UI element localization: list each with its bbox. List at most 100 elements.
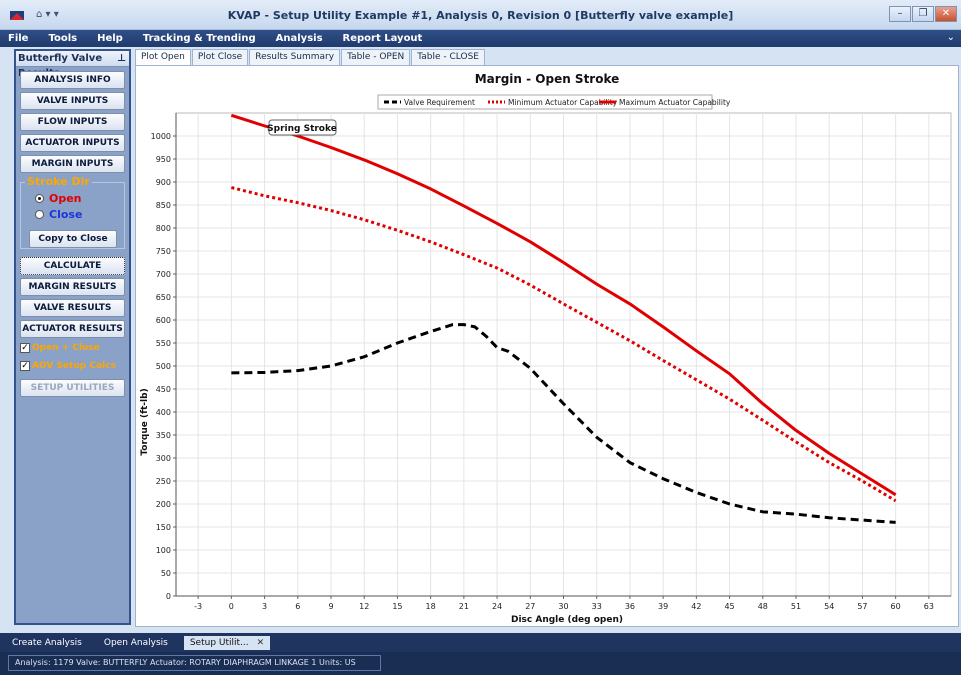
- x-tick-label: 60: [891, 602, 901, 611]
- legend-label: Valve Requirement: [404, 98, 475, 107]
- tab-plot-close[interactable]: Plot Close: [191, 49, 249, 65]
- y-tick-label: 400: [156, 408, 171, 417]
- x-tick-label: 12: [359, 602, 369, 611]
- margin-chart: -3 0 3 6 9 12 15 18 21 24 27 30 33 36 39 42 45 48 51 54 57 60…: [140, 72, 952, 625]
- quick-access-toolbar[interactable]: ⌂ ▾ ▾: [36, 9, 59, 20]
- menu-report-layout[interactable]: Report Layout: [342, 33, 423, 44]
- x-tick-label: 36: [625, 602, 635, 611]
- y-tick-label: 850: [156, 201, 171, 210]
- x-tick-label: 24: [492, 602, 502, 611]
- menu-bar: File Tools Help Tracking & Trending Anal…: [0, 30, 961, 47]
- margin-results-button[interactable]: MARGIN RESULTS: [20, 278, 125, 296]
- y-tick-label: 450: [156, 385, 171, 394]
- y-tick-label: 800: [156, 224, 171, 233]
- actuator-inputs-button[interactable]: ACTUATOR INPUTS: [20, 134, 125, 152]
- chart-title: Margin - Open Stroke: [475, 72, 620, 86]
- aov-setup-checkbox[interactable]: ✓ AOV Setup Calcs: [20, 361, 116, 371]
- open-close-checkbox[interactable]: ✓ Open + Close: [20, 343, 100, 353]
- tab-results-summary[interactable]: Results Summary: [249, 49, 341, 65]
- margin-inputs-button[interactable]: MARGIN INPUTS: [20, 155, 125, 173]
- tab-table-close[interactable]: Table - CLOSE: [411, 49, 485, 65]
- x-tick-label: 0: [229, 602, 234, 611]
- y-tick-label: 700: [156, 270, 171, 279]
- y-tick-label: 150: [156, 523, 171, 532]
- x-tick-label: 39: [658, 602, 668, 611]
- y-tick-label: 50: [161, 569, 171, 578]
- calculate-button[interactable]: CALCULATE: [20, 257, 125, 275]
- stroke-dir-label: Stroke Dir: [25, 175, 92, 188]
- menu-file[interactable]: File: [8, 33, 29, 44]
- doc-tab-setup-utility-label: Setup Utilit...: [189, 637, 249, 648]
- y-tick-label: 750: [156, 247, 171, 256]
- copy-to-close-button[interactable]: Copy to Close: [29, 230, 117, 248]
- y-tick-label: 200: [156, 500, 171, 509]
- window-title: KVAP - Setup Utility Example #1, Analysi…: [227, 9, 734, 22]
- menu-analysis[interactable]: Analysis: [275, 33, 323, 44]
- x-tick-label: 42: [691, 602, 701, 611]
- y-tick-label: 300: [156, 454, 171, 463]
- doc-tab-create-analysis[interactable]: Create Analysis: [12, 637, 82, 648]
- x-tick-label: 30: [558, 602, 568, 611]
- actuator-results-button[interactable]: ACTUATOR RESULTS: [20, 320, 125, 338]
- y-tick-label: 550: [156, 339, 171, 348]
- panel-header: Butterfly Valve Results ⊥: [16, 51, 129, 79]
- y-tick-label: 950: [156, 155, 171, 164]
- pin-icon[interactable]: ⊥: [116, 53, 126, 64]
- restore-icon[interactable]: ❐: [912, 6, 934, 22]
- doc-tab-setup-utility[interactable]: Setup Utilit... ✕: [183, 635, 271, 650]
- y-tick-label: 350: [156, 431, 171, 440]
- menu-tracking-trending[interactable]: Tracking & Trending: [142, 33, 256, 44]
- x-axis-label: Disc Angle (deg open): [511, 615, 623, 625]
- y-tick-label: 1000: [151, 132, 171, 141]
- valve-results-button[interactable]: VALVE RESULTS: [20, 299, 125, 317]
- x-tick-label: 27: [525, 602, 535, 611]
- y-tick-label: 650: [156, 293, 171, 302]
- minimize-icon[interactable]: –: [889, 6, 911, 22]
- x-tick-label: 57: [857, 602, 867, 611]
- radio-unselected-icon[interactable]: [35, 210, 44, 219]
- stroke-close-radio[interactable]: Close: [35, 208, 82, 221]
- ribbon-expand-icon[interactable]: ⌄: [946, 32, 955, 43]
- tab-table-open[interactable]: Table - OPEN: [341, 49, 411, 65]
- doc-tab-open-analysis[interactable]: Open Analysis: [103, 637, 168, 648]
- series-line-valve-requirement: [231, 323, 896, 524]
- stroke-dir-group: Stroke Dir Open Close Copy to Close: [20, 175, 125, 249]
- checkmark-icon[interactable]: ✓: [20, 361, 30, 371]
- aov-setup-label: AOV Setup Calcs: [32, 361, 116, 371]
- x-tick-label: 54: [824, 602, 834, 611]
- x-tick-label: 33: [592, 602, 602, 611]
- close-icon[interactable]: ✕: [935, 6, 957, 22]
- close-tab-icon[interactable]: ✕: [256, 637, 265, 648]
- document-tabs: Create Analysis Open Analysis Setup Util…: [0, 633, 961, 652]
- spring-stroke-annotation: Spring Stroke: [267, 119, 337, 136]
- view-tabs: Plot Open Plot Close Results Summary Tab…: [135, 49, 961, 65]
- x-tick-label: 48: [758, 602, 768, 611]
- stroke-close-label: Close: [49, 208, 83, 221]
- chart-panel: -3 0 3 6 9 12 15 18 21 24 27 30 33 36 39 42 45 48 51 54 57 60…: [135, 65, 959, 627]
- x-tick-label: 51: [791, 602, 801, 611]
- app-logo-icon[interactable]: [10, 11, 24, 20]
- menu-tools[interactable]: Tools: [48, 33, 78, 44]
- window-controls: – ❐ ✕: [889, 6, 957, 22]
- y-tick-label: 100: [156, 546, 171, 555]
- valve-inputs-button[interactable]: VALVE INPUTS: [20, 92, 125, 110]
- radio-selected-icon[interactable]: [35, 194, 44, 203]
- tab-plot-open[interactable]: Plot Open: [135, 49, 191, 65]
- y-tick-label: 600: [156, 316, 171, 325]
- series-line-maximum-actuator-capability: [230, 113, 897, 497]
- flow-inputs-button[interactable]: FLOW INPUTS: [20, 113, 125, 131]
- menu-help[interactable]: Help: [97, 33, 123, 44]
- y-tick-label: 500: [156, 362, 171, 371]
- status-text: Analysis: 1179 Valve: BUTTERFLY Actuator…: [8, 655, 381, 671]
- y-axis-label: Torque (ft-lb): [140, 388, 150, 455]
- results-panel: Butterfly Valve Results ⊥ ANALYSIS INFO …: [14, 49, 131, 625]
- stroke-open-radio[interactable]: Open: [35, 192, 82, 205]
- stroke-open-label: Open: [49, 192, 82, 205]
- x-tick-label: 18: [426, 602, 436, 611]
- x-tick-label: 6: [295, 602, 300, 611]
- status-bar: Analysis: 1179 Valve: BUTTERFLY Actuator…: [0, 652, 961, 675]
- checkmark-icon[interactable]: ✓: [20, 343, 30, 353]
- analysis-info-button[interactable]: ANALYSIS INFO: [20, 71, 125, 89]
- legend-box: [377, 94, 713, 110]
- x-tick-label: -3: [194, 602, 202, 611]
